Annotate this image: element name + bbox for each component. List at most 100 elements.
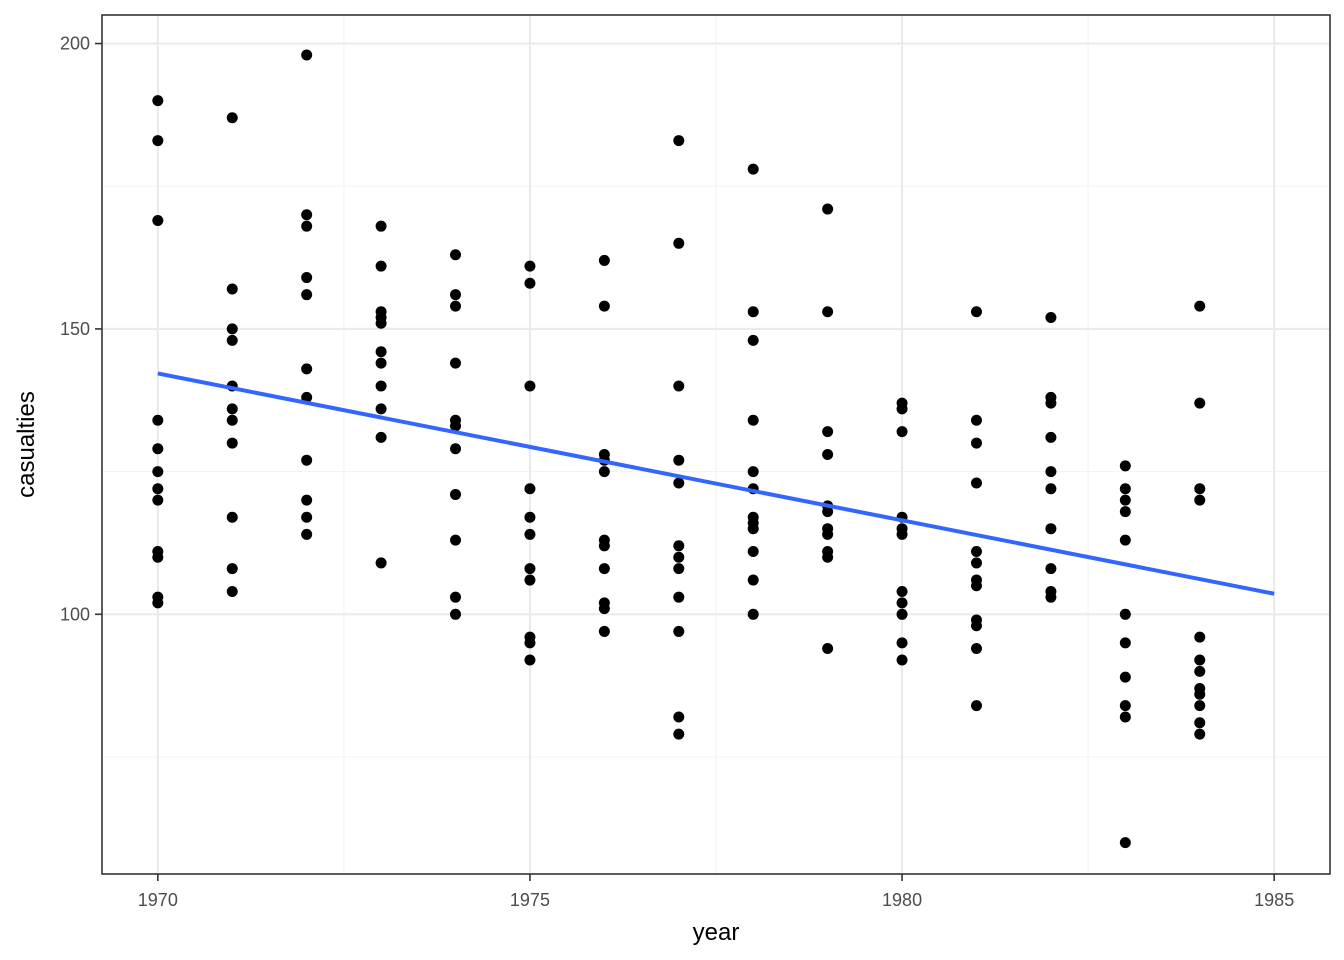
data-point (1119, 608, 1131, 620)
data-point (970, 546, 982, 558)
data-point (673, 625, 685, 637)
data-point (970, 643, 982, 655)
data-point (747, 306, 759, 318)
data-point (375, 346, 387, 358)
data-point (1194, 631, 1206, 643)
data-point (1194, 665, 1206, 677)
data-point (226, 511, 238, 523)
data-point (673, 563, 685, 575)
data-point (1119, 483, 1131, 495)
data-point (970, 477, 982, 489)
trend-line-layer (157, 371, 1275, 596)
data-point (598, 466, 610, 478)
data-point (226, 112, 238, 124)
data-point (450, 534, 462, 546)
data-point (1045, 431, 1057, 443)
data-point (152, 135, 164, 147)
y-axis: 100 150 200 (60, 34, 102, 624)
y-axis-title: casualties (13, 391, 40, 498)
data-point (598, 625, 610, 637)
data-point (896, 637, 908, 649)
data-point (598, 254, 610, 266)
data-point (970, 306, 982, 318)
data-point (673, 711, 685, 723)
data-point (1119, 506, 1131, 518)
data-point (450, 591, 462, 603)
data-point (524, 277, 536, 289)
data-point (970, 557, 982, 569)
data-point (1194, 483, 1206, 495)
data-point (896, 528, 908, 540)
data-point (152, 494, 164, 506)
data-point (301, 363, 313, 375)
data-point (1194, 688, 1206, 700)
data-point (1045, 483, 1057, 495)
data-point (673, 454, 685, 466)
data-point (673, 728, 685, 740)
data-point (1194, 728, 1206, 740)
data-point (1045, 312, 1057, 324)
data-point (450, 488, 462, 500)
data-point (1119, 837, 1131, 849)
data-point (747, 574, 759, 586)
data-point (1045, 591, 1057, 603)
data-point (152, 414, 164, 426)
data-points (152, 49, 1206, 849)
data-point (747, 466, 759, 478)
data-point (1119, 637, 1131, 649)
data-point (226, 323, 238, 335)
data-point (822, 528, 834, 540)
data-point (226, 283, 238, 295)
data-point (598, 540, 610, 552)
data-point (301, 454, 313, 466)
x-axis-title: year (693, 919, 740, 946)
data-point (970, 620, 982, 632)
data-point (1119, 494, 1131, 506)
data-point (1119, 700, 1131, 712)
y-tick-label: 150 (60, 319, 90, 339)
data-point (1045, 466, 1057, 478)
data-point (301, 220, 313, 232)
data-point (301, 289, 313, 301)
data-point (524, 380, 536, 392)
data-point (598, 300, 610, 312)
data-point (524, 483, 536, 495)
data-point (598, 603, 610, 615)
data-point (1194, 700, 1206, 712)
data-point (450, 249, 462, 261)
data-point (970, 700, 982, 712)
grid-major (102, 15, 1330, 874)
data-point (747, 608, 759, 620)
data-point (301, 209, 313, 221)
x-axis: 1970 1975 1980 1985 (138, 874, 1294, 910)
data-point (152, 551, 164, 563)
data-point (301, 391, 313, 403)
data-point (673, 551, 685, 563)
data-point (226, 585, 238, 597)
data-point (375, 220, 387, 232)
data-point (896, 585, 908, 597)
data-point (524, 260, 536, 272)
data-point (301, 511, 313, 523)
data-point (1194, 397, 1206, 409)
data-point (673, 135, 685, 147)
data-point (1194, 494, 1206, 506)
data-point (970, 437, 982, 449)
data-point (226, 403, 238, 415)
data-point (524, 511, 536, 523)
data-point (375, 357, 387, 369)
trend-line (157, 371, 1275, 596)
data-point (226, 563, 238, 575)
data-point (524, 563, 536, 575)
data-point (1194, 717, 1206, 729)
data-point (152, 466, 164, 478)
data-point (747, 334, 759, 346)
data-point (375, 557, 387, 569)
data-point (450, 420, 462, 432)
data-point (152, 597, 164, 609)
data-point (226, 334, 238, 346)
data-point (747, 546, 759, 558)
data-point (152, 95, 164, 107)
data-point (524, 528, 536, 540)
